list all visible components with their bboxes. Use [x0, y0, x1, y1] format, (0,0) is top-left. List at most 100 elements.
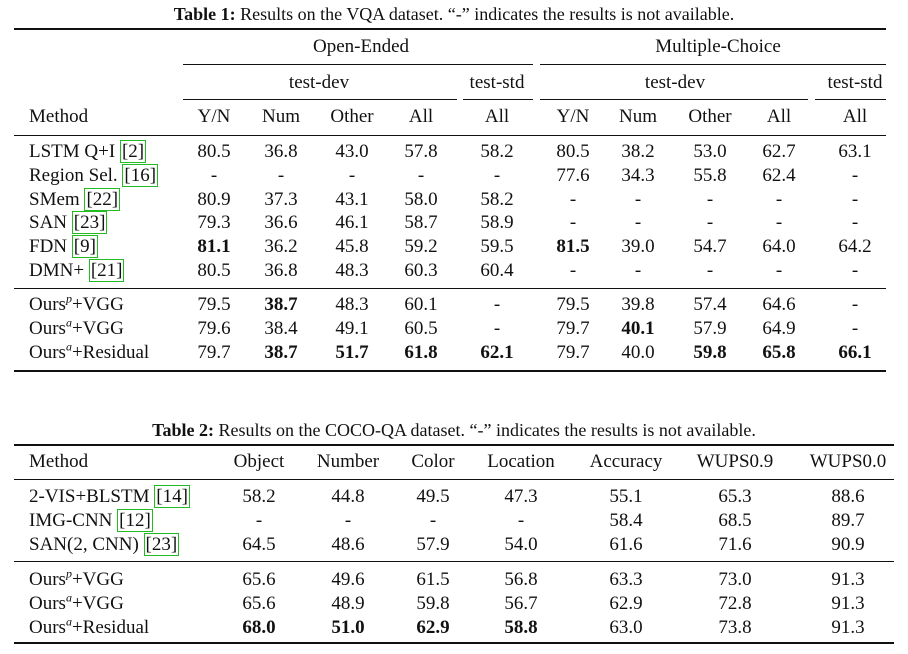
- table2-cell: 59.8: [416, 593, 450, 614]
- table1-cell: -: [706, 260, 714, 281]
- table1-cell: -: [851, 189, 859, 210]
- table2-cell: 57.9: [416, 534, 450, 555]
- method-name: 2-VIS+BLSTM: [29, 486, 155, 507]
- table1-header-rule: [14, 135, 886, 136]
- table1-column-header: Y/N: [556, 106, 590, 127]
- table1-mid-rule: [14, 288, 886, 289]
- table1-cell: 40.1: [621, 318, 655, 339]
- table2-row-method: Oursa+Residual: [29, 616, 149, 639]
- method-suffix: +VGG: [71, 593, 124, 614]
- table1-row-method: Oursa+Residual: [29, 341, 149, 364]
- table2-cell: 72.8: [718, 593, 752, 614]
- table1-cell: 57.4: [693, 294, 727, 315]
- method-name: IMG-CNN: [29, 510, 118, 531]
- citation-link[interactable]: [12]: [117, 509, 153, 532]
- table2-cell: -: [344, 510, 352, 531]
- table2-cell: 63.0: [609, 617, 643, 638]
- citation-link[interactable]: [14]: [154, 485, 190, 508]
- table1-cell: 58.0: [404, 189, 438, 210]
- method-name: DMN+: [29, 260, 89, 281]
- table1-cell: 80.5: [556, 141, 590, 162]
- table1-cell: 58.7: [404, 212, 438, 233]
- table2-cell: 47.3: [504, 486, 538, 507]
- method-name: Ours: [29, 617, 66, 638]
- table1-caption-text: Results on the VQA dataset. “-” indicate…: [240, 4, 735, 24]
- table1-row-method: LSTM Q+I [2]: [29, 140, 147, 163]
- table1-cell: -: [775, 212, 783, 233]
- table2-cell: 73.8: [718, 617, 752, 638]
- table1-cell: -: [634, 260, 642, 281]
- table2-cell: 56.7: [504, 593, 538, 614]
- table2-cell: 49.6: [331, 569, 365, 590]
- table1-caption: Table 1: Results on the VQA dataset. “-”…: [0, 3, 908, 25]
- table1-column-header: Other: [330, 106, 374, 127]
- table1-cell: 59.2: [404, 236, 438, 257]
- table1-cell: 79.3: [197, 212, 231, 233]
- table2-cell: 58.4: [609, 510, 643, 531]
- table1-cell: 43.1: [335, 189, 369, 210]
- table1-multiple-choice-rule: [540, 64, 886, 65]
- table2-column-header: Location: [487, 451, 555, 472]
- table2-bottom-rule: [14, 642, 894, 644]
- method-name: Ours: [29, 294, 66, 315]
- table1-cell: -: [569, 189, 577, 210]
- citation-link[interactable]: [16]: [122, 164, 159, 187]
- table2-column-header: Number: [316, 451, 380, 472]
- method-superscript: a: [65, 590, 72, 605]
- method-superscript: a: [65, 315, 72, 330]
- table1-cell: 51.7: [335, 342, 369, 363]
- table1-cell: -: [851, 318, 859, 339]
- table1-cell: -: [634, 212, 642, 233]
- table2-cell: 91.3: [831, 569, 865, 590]
- citation-link[interactable]: [9]: [71, 235, 98, 258]
- table1-cell: 64.9: [762, 318, 796, 339]
- table2-cell: 65.3: [718, 486, 752, 507]
- method-name: FDN: [29, 236, 72, 257]
- table1-cell: 58.2: [480, 141, 514, 162]
- table2-cell: 68.0: [242, 617, 276, 638]
- table1-subrule-1: [183, 99, 457, 100]
- table1-column-header: All: [842, 106, 868, 127]
- table2-column-header: Color: [411, 451, 455, 472]
- table1-cell: -: [493, 294, 501, 315]
- citation-link[interactable]: [23]: [71, 211, 108, 234]
- table1-cell: 45.8: [335, 236, 369, 257]
- table1-subrule-4: [815, 99, 886, 100]
- citation-link[interactable]: [21]: [88, 259, 125, 282]
- table1-cell: 60.5: [404, 318, 438, 339]
- table2-cell: -: [517, 510, 525, 531]
- table1-cell: -: [706, 189, 714, 210]
- table2-cell: 64.5: [242, 534, 276, 555]
- table1-cell: 40.0: [621, 342, 655, 363]
- table2-cell: 48.6: [331, 534, 365, 555]
- table2-method-header: Method: [29, 451, 89, 472]
- table1-cell: 46.1: [335, 212, 369, 233]
- table2-cell: 68.5: [718, 510, 752, 531]
- table1-cell: 64.2: [838, 236, 872, 257]
- table2-cell: 54.0: [504, 534, 538, 555]
- table2-column-header: Object: [233, 451, 285, 472]
- table1-cell: 79.7: [197, 342, 231, 363]
- table2-cell: 58.2: [242, 486, 276, 507]
- citation-link[interactable]: [23]: [143, 533, 180, 556]
- table2-cell: 58.8: [504, 617, 538, 638]
- table1-column-header: All: [484, 106, 510, 127]
- table2-cell: 61.5: [416, 569, 450, 590]
- table2-cell: 71.6: [718, 534, 752, 555]
- citation-link[interactable]: [2]: [119, 140, 147, 163]
- method-name: Region Sel.: [29, 165, 123, 186]
- table1-cell: -: [851, 212, 859, 233]
- table1-cell: -: [851, 294, 859, 315]
- table1-cell: 57.8: [404, 141, 438, 162]
- table1-cell: -: [775, 260, 783, 281]
- table1-cell: 36.8: [264, 141, 298, 162]
- table1-cell: -: [775, 189, 783, 210]
- table2-row-method: 2-VIS+BLSTM [14]: [29, 485, 190, 508]
- table1-cell: 48.3: [335, 294, 369, 315]
- table1-subrule-3: [540, 99, 808, 100]
- method-suffix: +VGG: [71, 569, 124, 590]
- table1-cell: 80.5: [197, 260, 231, 281]
- citation-link[interactable]: [22]: [84, 188, 121, 211]
- table1-cell: 60.1: [404, 294, 438, 315]
- table2-cell: 89.7: [831, 510, 865, 531]
